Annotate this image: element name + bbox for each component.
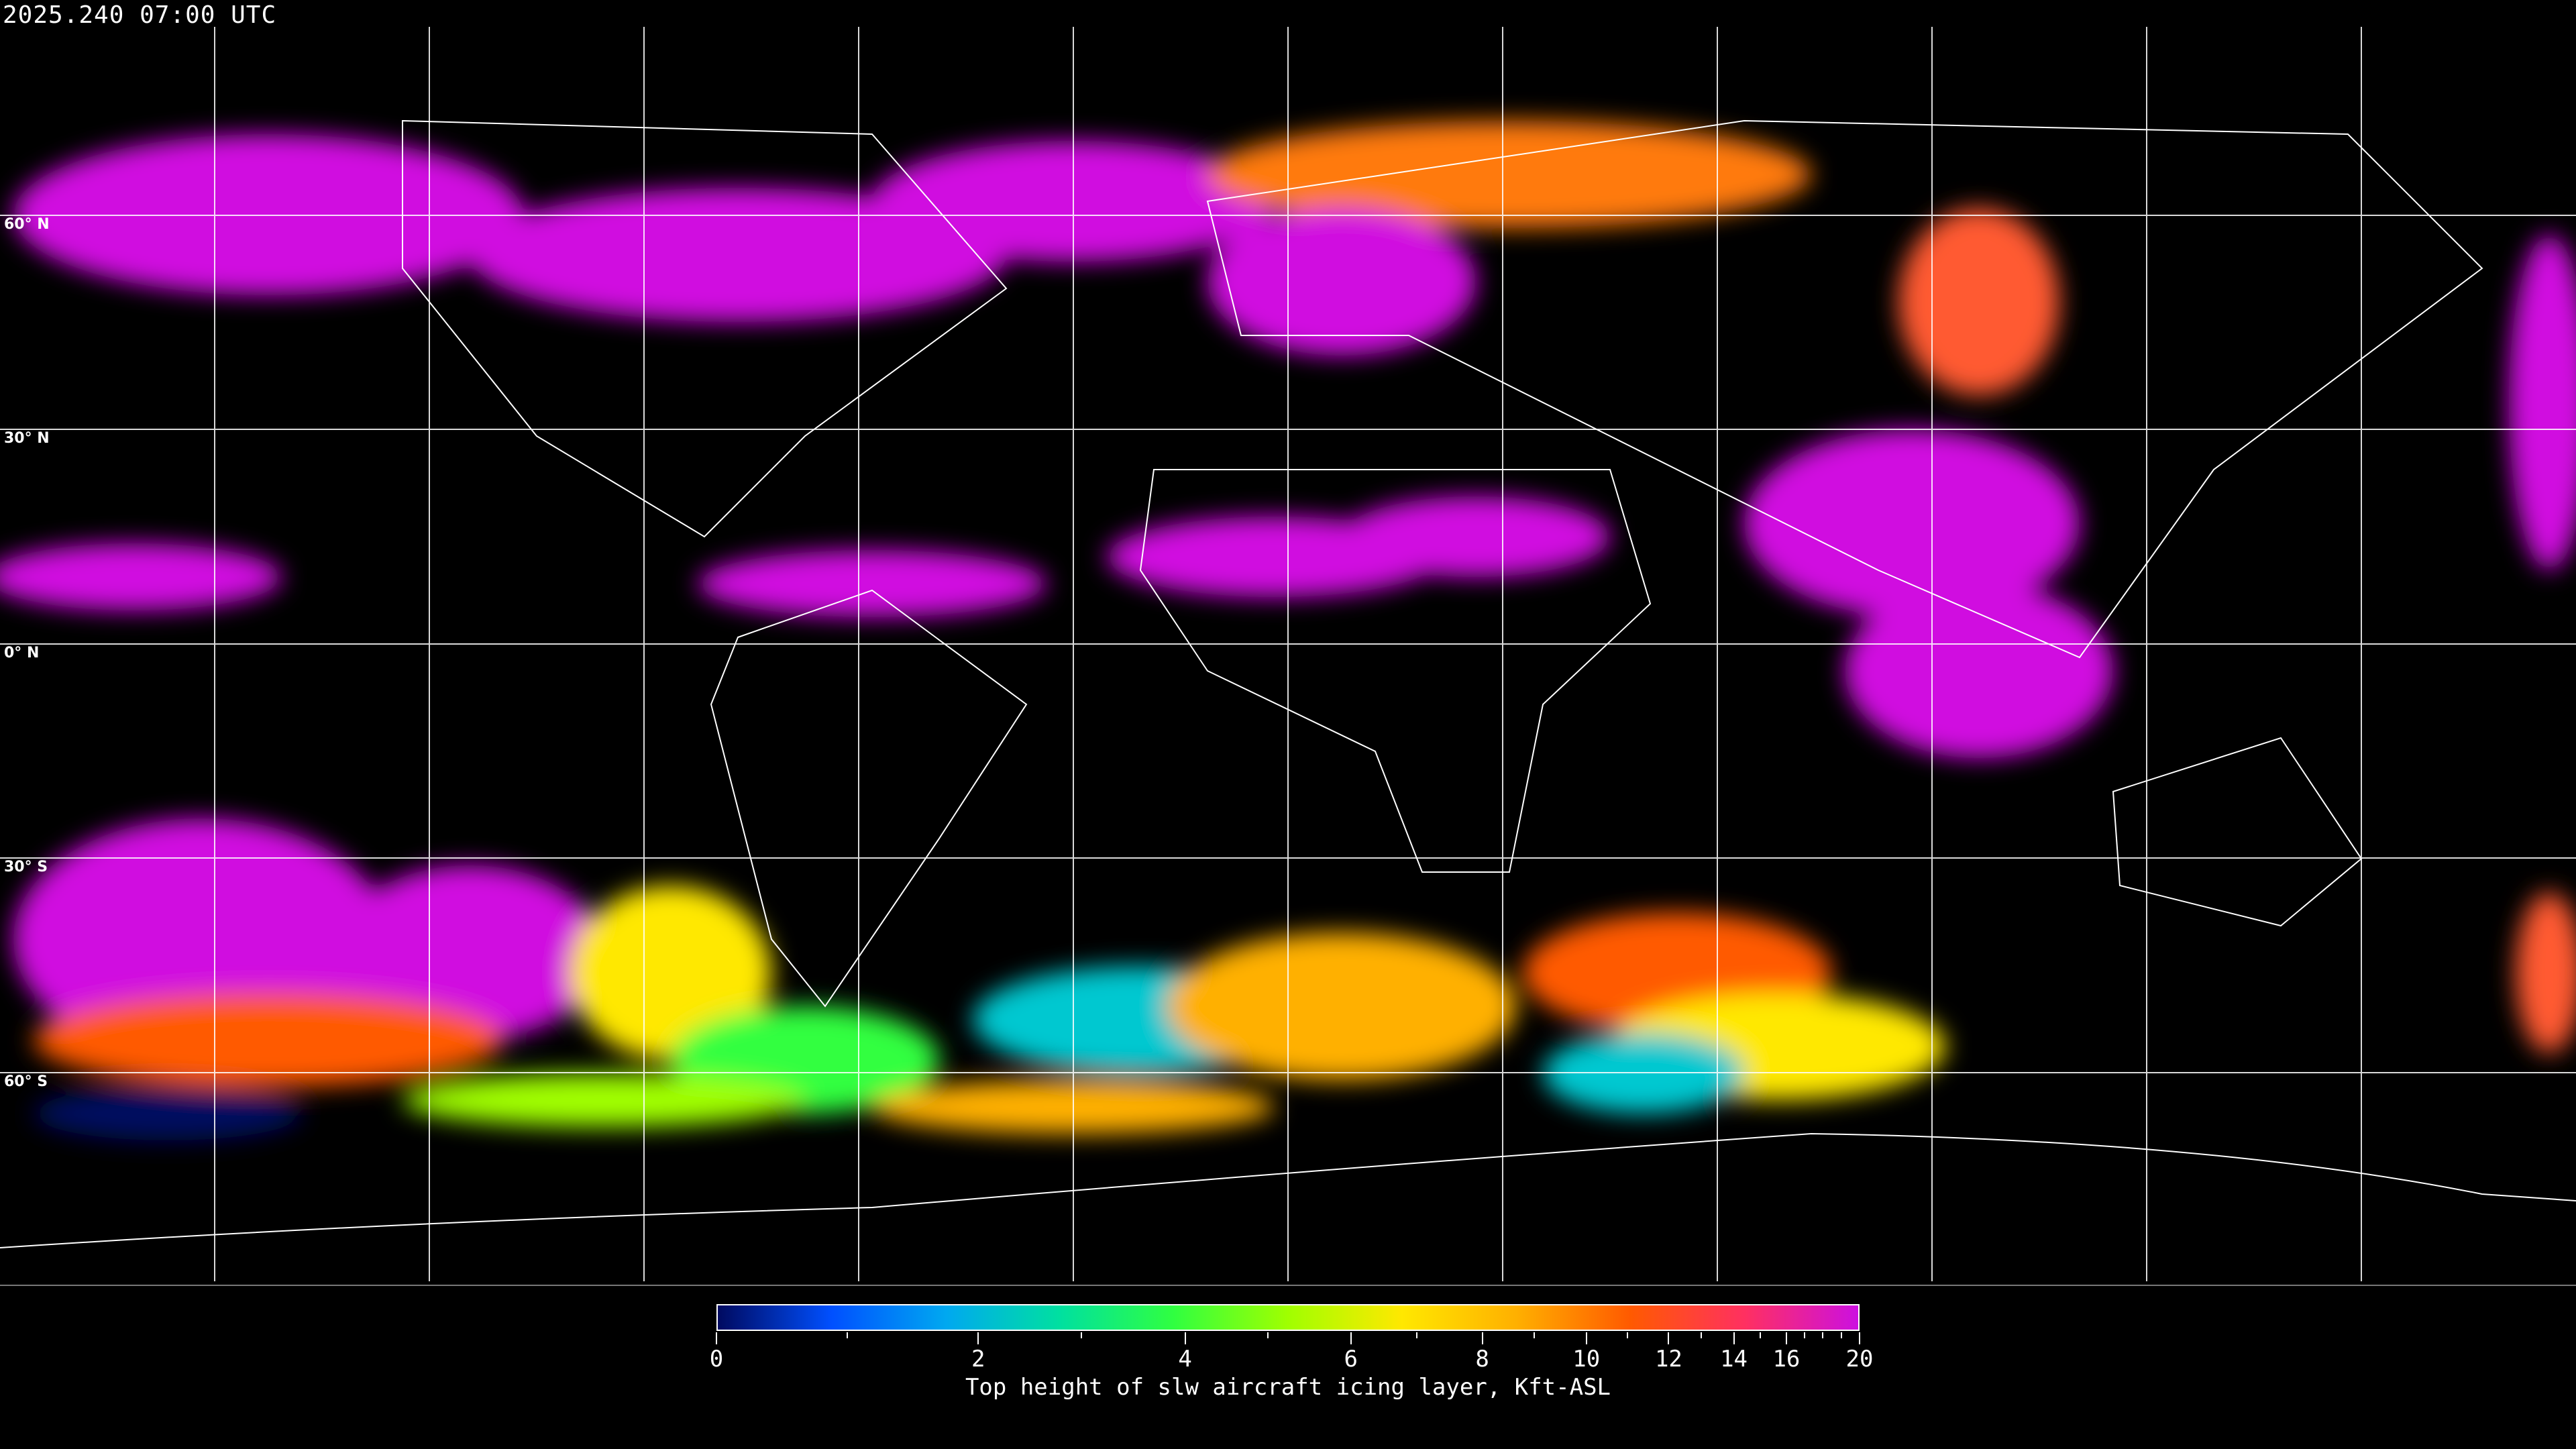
cloud-field <box>34 993 503 1087</box>
colorbar-minor-tick <box>1840 1332 1842 1338</box>
colorbar-minor-tick <box>847 1332 849 1338</box>
coastline-antarctica <box>0 1132 2576 1248</box>
timestamp-title: 2025.240 07:00 UTC <box>3 1 277 29</box>
lat-label-0: 0° N <box>4 645 40 661</box>
cloud-field <box>2516 892 2576 1053</box>
cloud-field <box>2509 235 2576 570</box>
colorbar-major-tick <box>1668 1332 1670 1344</box>
colorbar-tick-label: 0 <box>709 1346 724 1373</box>
colorbar-tick-label: 4 <box>1178 1346 1192 1373</box>
cloud-field <box>402 1073 805 1127</box>
colorbar-minor-tick <box>1822 1332 1824 1338</box>
colorbar-major-tick <box>1733 1332 1735 1344</box>
colorbar-minor-tick <box>1267 1332 1269 1338</box>
coastlines <box>0 119 2576 1248</box>
lat-label-60s: 60° S <box>4 1073 48 1090</box>
cloud-field <box>470 188 1006 322</box>
colorbar-major-tick <box>1785 1332 1787 1344</box>
coastline-africa <box>1139 469 1652 873</box>
colorbar-major-tick <box>1184 1332 1186 1344</box>
cloud-field <box>34 1087 302 1140</box>
map-bottom-border <box>0 1285 2576 1286</box>
colorbar-major-tick <box>716 1332 717 1344</box>
icing-map <box>0 27 2576 1281</box>
colorbar-tick-label: 12 <box>1654 1346 1682 1373</box>
cloud-field <box>0 543 282 610</box>
colorbar-label: Top height of slw aircraft icing layer, … <box>965 1374 1611 1401</box>
colorbar-minor-tick <box>1415 1332 1417 1338</box>
cloud-field <box>1898 208 2059 396</box>
colorbar-minor-tick <box>1804 1332 1806 1338</box>
colorbar-major-tick <box>1481 1332 1483 1344</box>
cloud-field <box>1744 429 2080 617</box>
colorbar-minor-tick <box>1759 1332 1761 1338</box>
lat-label-30s: 30° S <box>4 859 48 875</box>
colorbar-tick-label: 10 <box>1572 1346 1601 1373</box>
cloud-field <box>335 865 604 1040</box>
colorbar-tick-label: 2 <box>971 1346 985 1373</box>
coastline-australia <box>2112 737 2363 927</box>
colorbar-tick-label: 16 <box>1772 1346 1801 1373</box>
colorbar-axis: 0 2 4 6 8 10 12 14 16 20 <box>710 1332 1873 1399</box>
cloud-field <box>1208 121 1811 228</box>
cloud-field <box>1208 208 1476 356</box>
coastline-north-america <box>402 119 1008 538</box>
colorbar-minor-tick <box>1700 1332 1702 1338</box>
cloud-field <box>1167 932 1516 1080</box>
colorbar-tick-label: 8 <box>1475 1346 1489 1373</box>
coastline-south-america <box>710 589 1028 1008</box>
colorbar-minor-tick <box>1534 1332 1536 1338</box>
colorbar-major-tick <box>1585 1332 1587 1344</box>
colorbar-major-tick <box>977 1332 979 1344</box>
cloud-field <box>1342 496 1610 577</box>
cloud-field <box>570 885 771 1060</box>
graticule <box>0 27 2576 1281</box>
colorbar-tick-label: 20 <box>1845 1346 1874 1373</box>
cloud-field <box>698 550 1046 617</box>
colorbar-major-tick <box>1350 1332 1352 1344</box>
cloud-field <box>1845 584 2113 758</box>
cloud-fields <box>0 121 2576 1140</box>
colorbar-major-tick <box>1859 1332 1860 1344</box>
colorbar-tick-label: 6 <box>1344 1346 1358 1373</box>
colorbar-minor-tick <box>1627 1332 1629 1338</box>
colorbar <box>716 1304 1860 1331</box>
colorbar-tick-label: 14 <box>1720 1346 1748 1373</box>
lat-label-60n: 60° N <box>4 216 50 233</box>
colorbar-minor-tick <box>1081 1332 1083 1338</box>
lat-label-30n: 30° N <box>4 430 50 447</box>
